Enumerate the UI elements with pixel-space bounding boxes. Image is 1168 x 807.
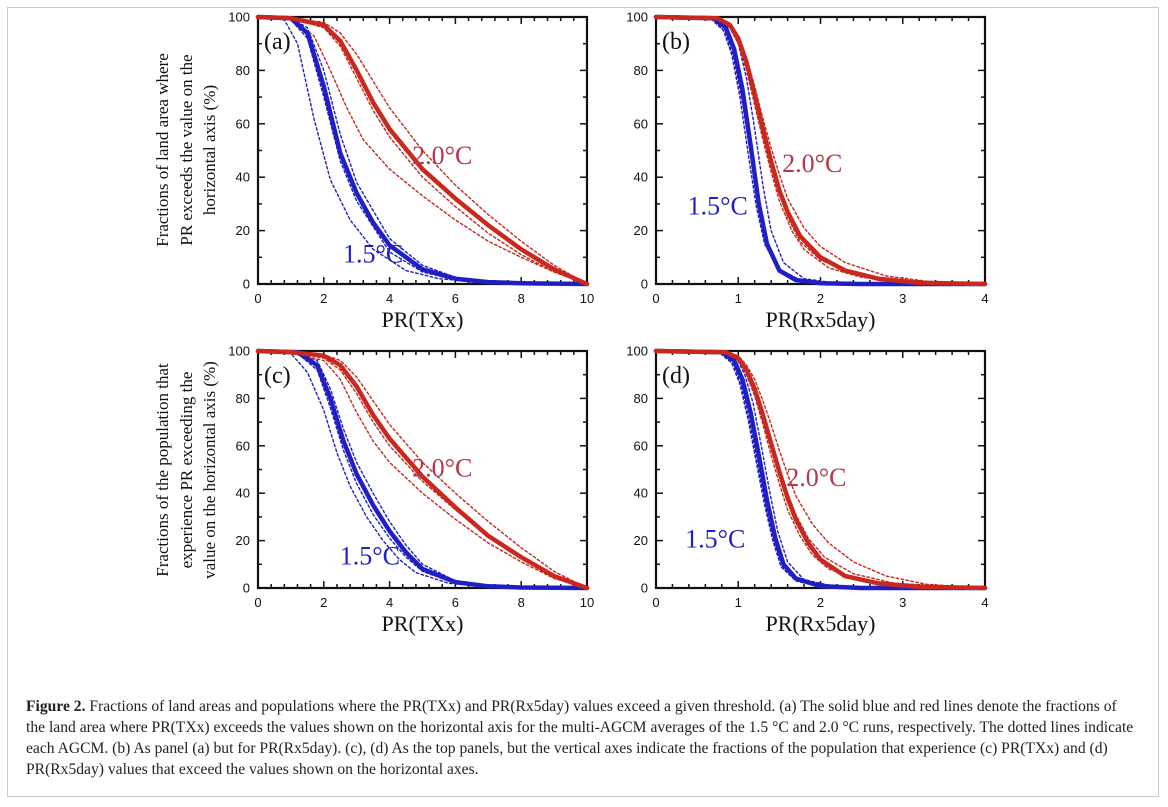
red-solid-series-line [255, 348, 590, 591]
red-solid-series-line [653, 14, 988, 287]
x-tick-label: 3 [899, 291, 906, 306]
y-tick-label: 40 [236, 486, 250, 501]
caption-text: Fractions of land areas and populations … [26, 698, 1134, 778]
x-tick-label: 4 [981, 291, 988, 306]
x-tick-label: 4 [386, 291, 393, 306]
y-tick-label: 60 [634, 116, 648, 131]
blue-solid-series-line [255, 348, 590, 591]
y-axis-label-line: PR exceeds the value on the [177, 54, 196, 245]
y-tick-label: 20 [634, 533, 648, 548]
figure-frame [7, 7, 1159, 797]
y-axis-label-line: experience PR exceeding the [177, 372, 196, 569]
y-tick-label: 40 [634, 170, 648, 185]
y-tick-label: 20 [236, 223, 250, 238]
x-tick-label: 2 [817, 595, 824, 610]
series-annotation: 1.5°C [688, 192, 748, 221]
y-tick-label: 100 [228, 344, 250, 359]
x-axis-label: PR(Rx5day) [766, 611, 876, 636]
y-tick-label: 40 [236, 170, 250, 185]
x-tick-label: 1 [735, 291, 742, 306]
series-annotation: 2.0°C [786, 463, 846, 492]
x-axis-label: PR(TXx) [382, 307, 464, 332]
x-tick-label: 6 [452, 291, 459, 306]
x-tick-label: 2 [320, 291, 327, 306]
blue-dotted-series-line [257, 16, 588, 285]
x-tick-label: 2 [817, 291, 824, 306]
series-annotation: 1.5°C [340, 541, 400, 570]
y-tick-label: 0 [243, 277, 250, 292]
x-tick-label: 8 [518, 291, 525, 306]
y-tick-label: 100 [228, 10, 250, 25]
y-tick-label: 20 [634, 223, 648, 238]
x-tick-label: 0 [652, 595, 659, 610]
x-tick-label: 6 [452, 595, 459, 610]
x-axis-label: PR(Rx5day) [766, 307, 876, 332]
y-tick-label: 60 [634, 438, 648, 453]
panel-label: (a) [264, 29, 291, 55]
panel-label: (b) [662, 29, 690, 55]
x-axis-label: PR(TXx) [382, 611, 464, 636]
y-axis-label-line: horizontal axis (%) [200, 85, 219, 215]
series-annotation: 2.0°C [412, 454, 472, 483]
series-annotation: 2.0°C [412, 141, 472, 170]
red-dotted-series-line [257, 16, 588, 285]
series-annotation: 2.0°C [782, 149, 842, 178]
y-tick-label: 20 [236, 533, 250, 548]
figure-caption: Figure 2. Fractions of land areas and po… [26, 696, 1136, 780]
x-tick-label: 0 [652, 291, 659, 306]
y-tick-label: 80 [236, 391, 250, 406]
series-annotation: 1.5°C [685, 525, 745, 554]
x-tick-label: 10 [580, 595, 594, 610]
blue-solid-series-line [653, 14, 988, 287]
y-tick-label: 40 [634, 486, 648, 501]
x-tick-label: 1 [735, 595, 742, 610]
x-tick-label: 8 [518, 595, 525, 610]
y-tick-label: 0 [641, 581, 648, 596]
y-tick-label: 100 [626, 10, 648, 25]
x-tick-label: 4 [981, 595, 988, 610]
figure-panels: Fractions of land area where PR exceeds t… [153, 10, 989, 637]
y-tick-label: 80 [634, 63, 648, 78]
red-solid-series-line [653, 348, 988, 591]
red-dotted-series-line [257, 350, 588, 589]
y-tick-label: 0 [243, 581, 250, 596]
blue-solid-series-line [653, 348, 988, 591]
y-tick-label: 60 [236, 116, 250, 131]
y-axis-label-line: value on the horizontal axis (%) [200, 361, 219, 579]
y-tick-label: 80 [236, 63, 250, 78]
y-tick-label: 100 [626, 344, 648, 359]
y-tick-label: 60 [236, 438, 250, 453]
x-tick-label: 0 [254, 595, 261, 610]
y-axis-label-line: Fractions of land area where [153, 53, 172, 247]
red-dotted-series-line [257, 16, 588, 285]
panel-label: (d) [662, 363, 690, 389]
y-tick-label: 0 [641, 277, 648, 292]
blue-dotted-series-line [655, 350, 986, 589]
panel-label: (c) [264, 363, 291, 389]
x-tick-label: 2 [320, 595, 327, 610]
y-tick-label: 80 [634, 391, 648, 406]
x-tick-label: 4 [386, 595, 393, 610]
x-tick-label: 0 [254, 291, 261, 306]
x-tick-label: 10 [580, 291, 594, 306]
caption-label: Figure 2. [26, 698, 86, 715]
red-dotted-series-line [655, 350, 986, 589]
x-tick-label: 3 [899, 595, 906, 610]
red-solid-series-line [255, 14, 590, 287]
series-annotation: 1.5°C [343, 240, 403, 269]
y-axis-label-line: Fractions of the population that [153, 363, 172, 577]
blue-solid-series-line [255, 14, 590, 287]
